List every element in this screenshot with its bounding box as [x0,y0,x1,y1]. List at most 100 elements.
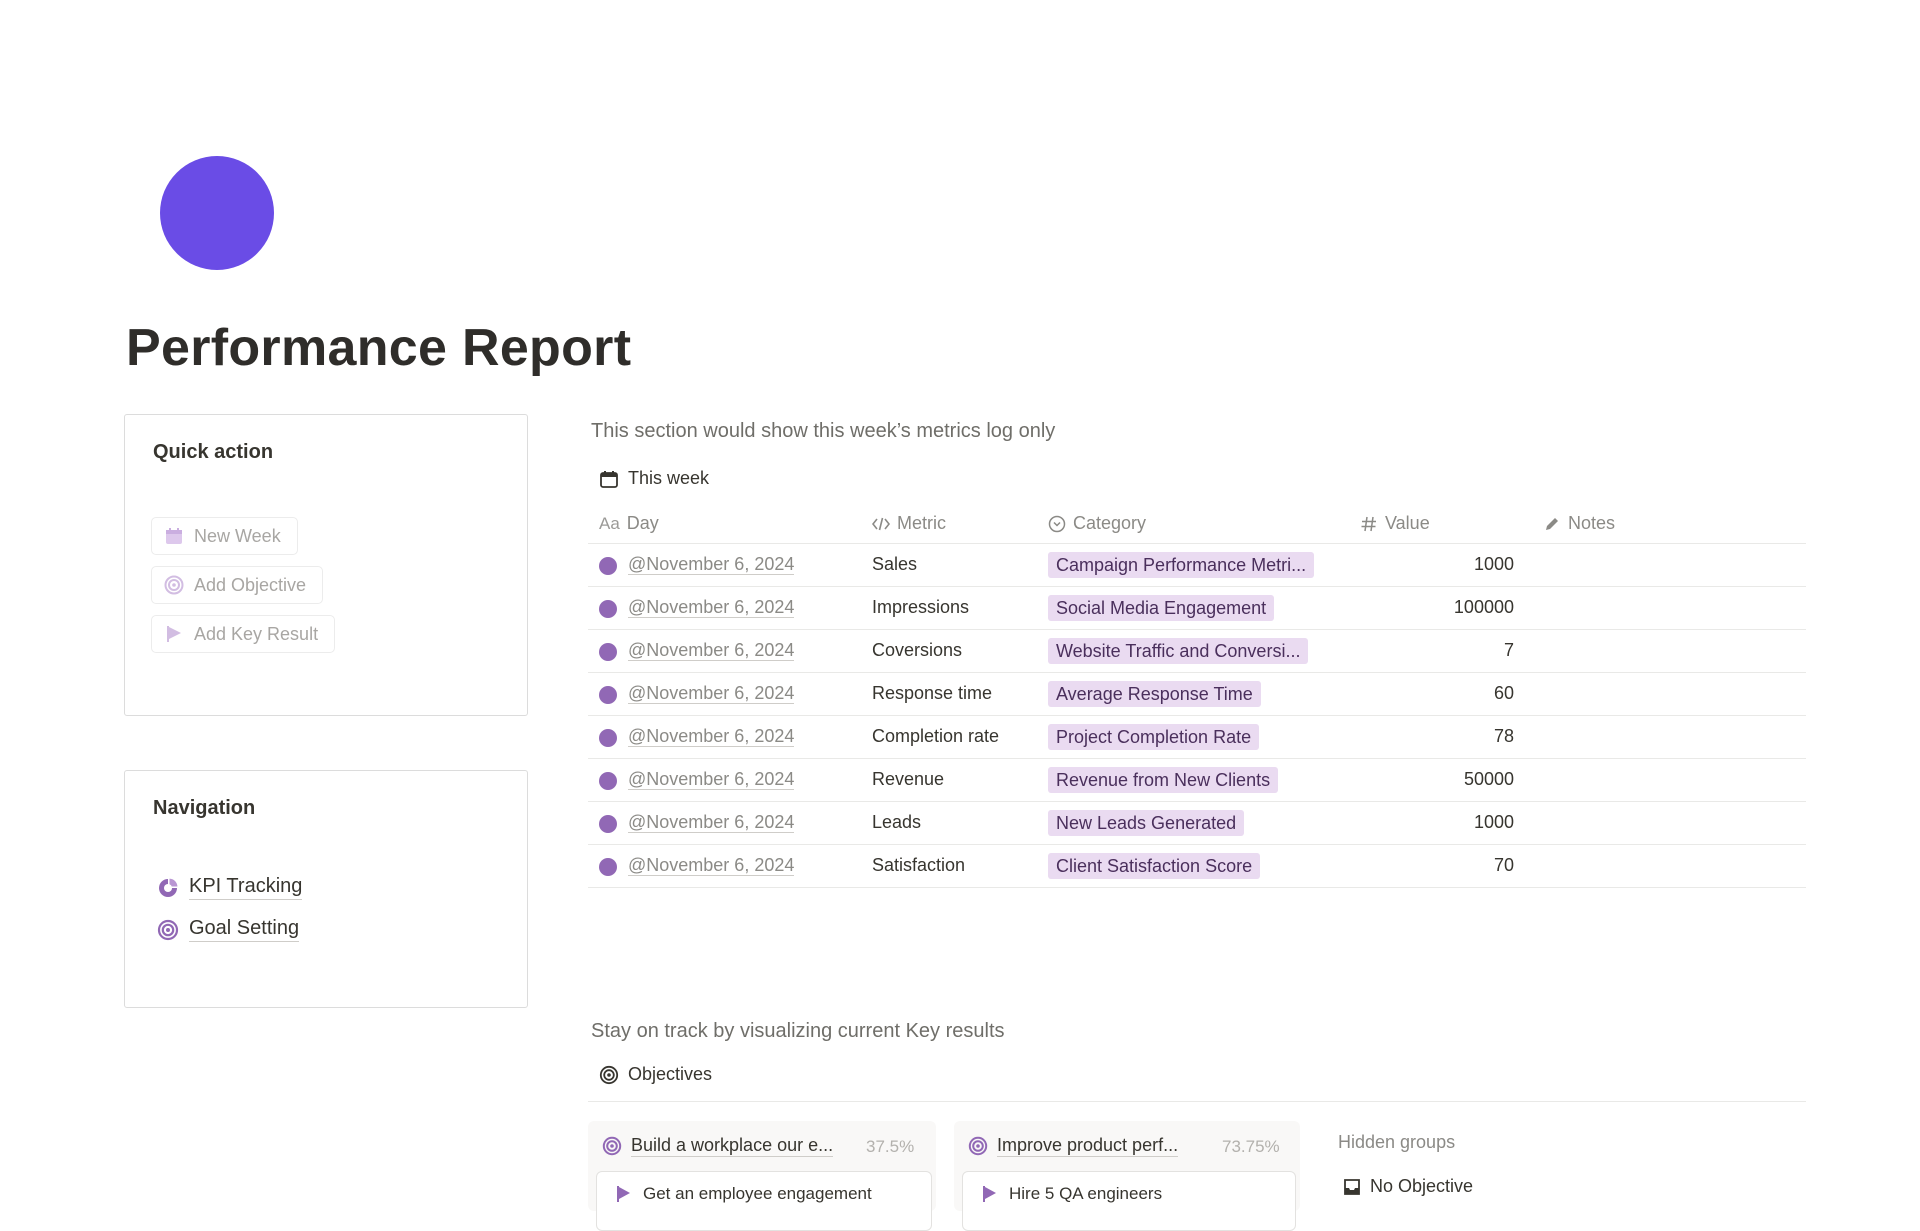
metric-cell[interactable]: Coversions [872,640,963,660]
value-cell[interactable]: 100000 [1453,597,1514,617]
table-row[interactable]: @November 6, 2024 Completion rate Projec… [588,716,1806,759]
nav-link-kpi-tracking[interactable]: KPI Tracking [157,875,303,900]
value-cell[interactable]: 1000 [1473,554,1514,574]
new-week-button[interactable]: New Week [151,517,298,555]
metrics-table: Aa Day Metric Category [588,507,1806,888]
hidden-groups-label: Hidden groups [1338,1132,1456,1152]
target-icon [164,575,184,595]
add-objective-button[interactable]: Add Objective [151,566,324,604]
view-tab-this-week[interactable]: This week [599,468,709,489]
column-header-category[interactable]: Category [1048,513,1146,534]
target-icon [157,919,179,940]
column-header-metric-label: Metric [897,513,946,533]
category-tag[interactable]: New Leads Generated [1048,810,1245,836]
add-key-result-button[interactable]: Add Key Result [151,615,336,653]
table-row[interactable]: @November 6, 2024 Coversions Website Tra… [588,630,1806,673]
table-row[interactable]: @November 6, 2024 Leads New Leads Genera… [588,802,1806,845]
metric-cell[interactable]: Satisfaction [872,855,966,875]
add-key-result-label: Add Key Result [194,623,319,644]
table-row[interactable]: @November 6, 2024 Revenue Revenue from N… [588,759,1806,802]
quick-action-card: Quick action New Week Add Objective Add … [124,414,528,716]
day-cell[interactable]: @November 6, 2024 [628,683,795,704]
table-row[interactable]: @November 6, 2024 Impressions Social Med… [588,587,1806,630]
row-status-dot-icon [599,815,617,833]
calendar-icon [166,528,182,544]
column-header-day[interactable]: Aa Day [599,513,659,534]
board-group-column[interactable]: Build a workplace our e... 37.5% Get an … [588,1121,936,1231]
column-header-category-label: Category [1073,513,1147,533]
category-tag[interactable]: Social Media Engagement [1048,595,1275,621]
column-header-notes[interactable]: Notes [1543,513,1615,534]
page-icon[interactable] [160,156,274,270]
table-header: Aa Day Metric Category [588,507,1806,544]
value-cell[interactable]: 60 [1493,683,1514,703]
value-cell[interactable]: 70 [1493,855,1514,875]
objectives-divider [588,1101,1806,1102]
board-group-header[interactable]: Build a workplace our e... [602,1135,834,1157]
pencil-icon [1546,517,1558,530]
category-tag[interactable]: Project Completion Rate [1048,724,1260,750]
hidden-group-no-objective[interactable]: No Objective [1342,1176,1473,1197]
metric-cell[interactable]: Revenue [872,769,945,789]
day-cell[interactable]: @November 6, 2024 [628,640,795,661]
column-header-notes-label: Notes [1568,513,1616,533]
category-tag[interactable]: Website Traffic and Conversi... [1048,638,1309,664]
key-result-card[interactable]: Get an employee engagement [596,1171,932,1231]
key-result-card-label: Hire 5 QA engineers [1009,1184,1163,1203]
view-tab-objectives[interactable]: Objectives [599,1064,712,1085]
metric-cell[interactable]: Leads [872,812,922,832]
number-hash-icon [1361,516,1376,531]
no-objective-label: No Objective [1370,1176,1474,1196]
row-status-dot-icon [599,557,617,575]
board-group-title[interactable]: Improve product perf... [997,1135,1179,1157]
column-header-day-label: Day [626,513,659,533]
table-row[interactable]: @November 6, 2024 Satisfaction Client Sa… [588,845,1806,888]
key-result-card-label: Get an employee engagement [643,1184,872,1203]
metric-cell[interactable]: Completion rate [872,726,1000,746]
row-status-dot-icon [599,729,617,747]
metric-cell[interactable]: Impressions [872,597,970,617]
day-cell[interactable]: @November 6, 2024 [628,726,795,747]
value-cell[interactable]: 50000 [1463,769,1514,789]
board-group-column[interactable]: Improve product perf... 73.75% Hire 5 QA… [954,1121,1300,1231]
category-tag[interactable]: Revenue from New Clients [1048,767,1279,793]
inbox-icon [1344,1178,1360,1195]
target-icon [968,1136,988,1156]
flag-icon [983,1186,996,1202]
metric-cell[interactable]: Response time [872,683,993,703]
row-status-dot-icon [599,686,617,704]
nav-link-goal-setting[interactable]: Goal Setting [157,917,300,942]
metric-cell[interactable]: Sales [872,554,918,574]
metrics-description: This section would show this week’s metr… [591,420,1056,442]
board-group-percent: 37.5% [866,1137,915,1156]
column-header-value[interactable]: Value [1360,513,1430,534]
flag-icon [617,1186,630,1202]
day-cell[interactable]: @November 6, 2024 [628,554,795,575]
day-cell[interactable]: @November 6, 2024 [628,769,795,790]
category-tag[interactable]: Average Response Time [1048,681,1261,707]
value-cell[interactable]: 78 [1493,726,1514,746]
board-group-header[interactable]: Improve product perf... [968,1135,1179,1157]
table-row[interactable]: @November 6, 2024 Sales Campaign Perform… [588,544,1806,587]
day-cell[interactable]: @November 6, 2024 [628,597,795,618]
day-cell[interactable]: @November 6, 2024 [628,812,795,833]
target-icon [599,1065,619,1084]
key-result-card[interactable]: Hire 5 QA engineers [962,1171,1296,1231]
board-group-percent: 73.75% [1222,1137,1280,1156]
day-cell[interactable]: @November 6, 2024 [628,855,795,876]
objectives-description: Stay on track by visualizing current Key… [591,1020,1005,1042]
category-tag[interactable]: Client Satisfaction Score [1048,853,1261,879]
table-row[interactable]: @November 6, 2024 Response time Average … [588,673,1806,716]
column-header-metric[interactable]: Metric [872,513,946,534]
value-cell[interactable]: 7 [1503,640,1514,660]
value-cell[interactable]: 1000 [1473,812,1514,832]
board-group-title[interactable]: Build a workplace our e... [631,1135,834,1157]
key-result-card-title: Get an employee engagement [615,1184,872,1204]
add-objective-label: Add Objective [194,574,307,595]
category-tag[interactable]: Campaign Performance Metri... [1048,552,1315,578]
new-week-label: New Week [194,525,281,546]
row-status-dot-icon [599,600,617,618]
navigation-title: Navigation [153,797,256,819]
formula-code-icon [872,517,890,530]
navigation-card: Navigation KPI Tracking Goal Setting [124,770,528,1008]
